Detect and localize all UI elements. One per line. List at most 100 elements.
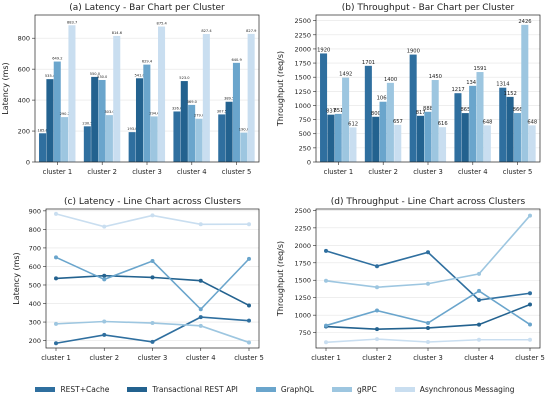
legend-item-transactional-rest-api[interactable]: Transactional REST API bbox=[127, 385, 238, 394]
bar-rest-cache-cluster-1 bbox=[39, 133, 47, 162]
bar-graphql-cluster-4 bbox=[188, 104, 196, 162]
point-rest-cache-cluster-2 bbox=[102, 332, 107, 337]
x-tick-label: cluster 2 bbox=[87, 168, 117, 176]
point-graphql-cluster-1 bbox=[324, 323, 328, 328]
line-graphql bbox=[55, 256, 250, 311]
legend-swatch bbox=[331, 386, 352, 392]
legend-item-grpc[interactable]: gRPC bbox=[331, 384, 377, 394]
point-asynchronous-messaging-cluster-5 bbox=[528, 337, 532, 342]
x-tick-label: cluster 5 bbox=[234, 354, 264, 362]
data-label: 369.0 bbox=[187, 100, 198, 104]
y-tick-label: 2250 bbox=[294, 31, 311, 39]
point-rest-cache-cluster-5 bbox=[528, 291, 532, 296]
bar-graphql-cluster-3 bbox=[143, 64, 151, 162]
y-tick-label: 800 bbox=[29, 226, 41, 234]
bar-transactional-rest-api-cluster-5 bbox=[225, 101, 233, 162]
chart-panel-b: (b) Throughput - Bar Chart per Cluster Th… bbox=[276, 3, 541, 176]
data-label: 1450 bbox=[429, 74, 442, 80]
x-tick-label: cluster 1 bbox=[311, 354, 341, 362]
point-rest-cache-cluster-4 bbox=[198, 315, 203, 320]
plot-frame bbox=[45, 208, 260, 349]
y-tick-label: 400 bbox=[18, 97, 30, 105]
bar-transactional-rest-api-cluster-4 bbox=[180, 81, 188, 162]
bar-asynchronous-messaging-cluster-4 bbox=[483, 125, 491, 162]
y-tick-label: 1500 bbox=[294, 277, 311, 285]
y-tick-label: 750 bbox=[299, 329, 311, 337]
data-label: 800 bbox=[371, 111, 381, 117]
point-transactional-rest-api-cluster-3 bbox=[426, 325, 430, 330]
y-tick-label: 1250 bbox=[294, 294, 311, 302]
bar-asynchronous-messaging-cluster-1 bbox=[349, 127, 357, 162]
data-label: 550.0 bbox=[90, 72, 101, 76]
x-tick-label: cluster 2 bbox=[368, 168, 398, 176]
x-tick-label: cluster 4 bbox=[464, 354, 494, 362]
x-tick-label: cluster 3 bbox=[132, 168, 162, 176]
legend-item-graphql[interactable]: GraphQL bbox=[255, 385, 314, 394]
bar-grpc-cluster-4 bbox=[476, 72, 484, 162]
data-label: 1217 bbox=[452, 87, 465, 93]
bar-rest-cache-cluster-1 bbox=[320, 53, 328, 163]
y-tick-label: 2500 bbox=[294, 17, 311, 25]
data-label: 1900 bbox=[407, 49, 420, 55]
point-rest-cache-cluster-4 bbox=[477, 298, 481, 303]
data-label: 1400 bbox=[384, 77, 397, 83]
bar-asynchronous-messaging-cluster-1 bbox=[68, 25, 76, 163]
data-label: 888 bbox=[423, 106, 433, 112]
x-tick-label: cluster 4 bbox=[458, 168, 488, 176]
y-tick-label: 400 bbox=[29, 300, 41, 308]
y-tick-label: 200 bbox=[29, 337, 41, 345]
point-graphql-cluster-3 bbox=[150, 259, 155, 264]
y-tick-label: 300 bbox=[29, 319, 41, 327]
bar-grpc-cluster-5 bbox=[240, 132, 248, 162]
bar-rest-cache-cluster-2 bbox=[83, 126, 91, 162]
point-graphql-cluster-4 bbox=[198, 307, 203, 312]
point-asynchronous-messaging-cluster-1 bbox=[324, 340, 328, 345]
bar-grpc-cluster-4 bbox=[195, 118, 203, 162]
data-label: 535.4 bbox=[45, 74, 56, 78]
legend-item-asynchronous-messaging[interactable]: Asynchronous Messaging bbox=[394, 385, 515, 394]
legend-swatch bbox=[127, 386, 148, 392]
legend-item-rest-cache[interactable]: REST+Cache bbox=[35, 385, 109, 394]
line-transactional-rest-api bbox=[55, 274, 250, 307]
y-tick-label: 700 bbox=[29, 244, 41, 252]
point-rest-cache-cluster-5 bbox=[247, 318, 251, 323]
bar-asynchronous-messaging-cluster-2 bbox=[394, 124, 402, 162]
point-graphql-cluster-2 bbox=[375, 308, 379, 313]
x-tick-label: cluster 5 bbox=[515, 354, 545, 362]
data-label: 629.4 bbox=[142, 60, 153, 64]
y-tick-label: 500 bbox=[29, 281, 41, 289]
data-label: 612 bbox=[348, 121, 358, 127]
point-asynchronous-messaging-cluster-2 bbox=[375, 337, 379, 342]
bar-graphql-cluster-1 bbox=[334, 113, 342, 162]
plot-frame bbox=[34, 14, 260, 163]
y-axis-label: Latency (ms) bbox=[1, 62, 10, 114]
y-tick-label: 900 bbox=[29, 207, 41, 215]
x-tick-label: cluster 2 bbox=[89, 354, 119, 362]
data-label: 190.0 bbox=[239, 128, 250, 132]
chart-title: (c) Latency - Line Chart across Clusters bbox=[64, 197, 241, 207]
point-grpc-cluster-2 bbox=[375, 285, 379, 290]
point-graphql-cluster-3 bbox=[426, 320, 430, 325]
bar-rest-cache-cluster-5 bbox=[499, 87, 507, 162]
data-label: 279.6 bbox=[194, 114, 205, 118]
point-graphql-cluster-5 bbox=[528, 322, 532, 327]
y-tick-label: 800 bbox=[18, 35, 30, 43]
data-label: 837 bbox=[326, 109, 336, 115]
point-rest-cache-cluster-2 bbox=[375, 264, 379, 269]
legend-label: gRPC bbox=[356, 384, 377, 394]
data-label: 230.5 bbox=[82, 121, 92, 125]
bar-rest-cache-cluster-3 bbox=[128, 132, 136, 162]
point-asynchronous-messaging-cluster-4 bbox=[198, 222, 203, 227]
bar-rest-cache-cluster-3 bbox=[409, 54, 417, 163]
point-asynchronous-messaging-cluster-1 bbox=[54, 211, 58, 216]
x-tick-label: cluster 3 bbox=[413, 168, 443, 176]
bar-graphql-cluster-2 bbox=[98, 79, 106, 162]
bar-transactional-rest-api-cluster-4 bbox=[461, 113, 469, 162]
bar-graphql-cluster-1 bbox=[53, 61, 61, 162]
bar-graphql-cluster-3 bbox=[424, 111, 432, 162]
bar-grpc-cluster-3 bbox=[431, 80, 439, 162]
data-label: 530.0 bbox=[97, 75, 108, 79]
point-asynchronous-messaging-cluster-4 bbox=[477, 337, 481, 342]
data-label: 827.4 bbox=[201, 29, 212, 33]
line-graphql bbox=[325, 289, 531, 327]
